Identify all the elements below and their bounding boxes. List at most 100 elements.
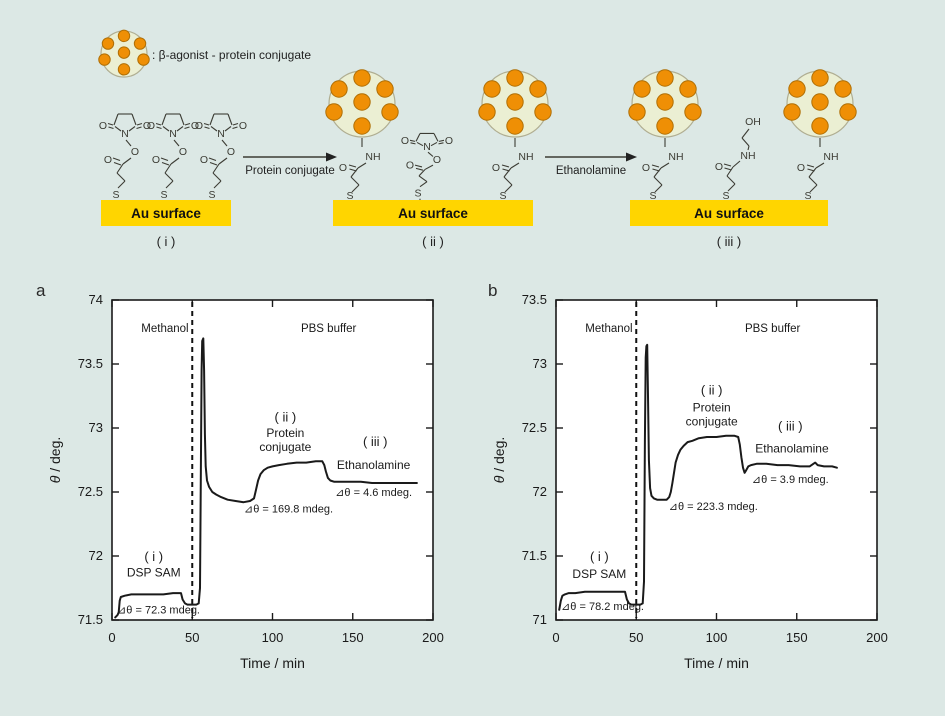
bond-line — [227, 113, 233, 126]
beta-agonist-dot — [483, 80, 501, 98]
bond-line — [806, 164, 815, 168]
o-label: O — [104, 154, 112, 166]
annotation: ( i ) — [144, 549, 163, 564]
bond-line — [122, 157, 132, 165]
o-label: O — [433, 154, 441, 166]
annotation: ( i ) — [590, 549, 609, 564]
step-label: ( ii ) — [422, 234, 444, 249]
beta-agonist-dot — [330, 80, 348, 98]
y-tick-label: 71 — [533, 612, 547, 627]
bond-line — [433, 133, 439, 142]
solvent-region-label: Methanol — [585, 323, 632, 335]
bond-line — [747, 145, 750, 151]
bond-line — [173, 139, 180, 147]
bond-line — [409, 139, 416, 142]
bond-line — [164, 163, 172, 174]
beta-agonist-dot — [506, 93, 524, 111]
o-label: O — [200, 154, 208, 166]
bond-line — [815, 162, 825, 169]
beta-agonist-dot — [633, 80, 651, 98]
au-surface-bar — [101, 200, 231, 226]
bond-line — [726, 175, 736, 185]
o-label: O — [227, 146, 235, 158]
bond-line — [416, 141, 424, 147]
o-label: O — [401, 135, 409, 147]
annotation: ( iii ) — [363, 434, 388, 449]
nh-label: NH — [668, 151, 683, 163]
bond-line — [653, 176, 663, 186]
beta-agonist-dot — [534, 103, 552, 121]
o-label: O — [195, 120, 203, 132]
y-tick-label: 71.5 — [78, 612, 103, 627]
bond-line — [350, 167, 359, 178]
bond-line — [351, 184, 360, 193]
beta-agonist-dot — [376, 80, 394, 98]
s-label: S — [499, 190, 506, 202]
bond-line — [723, 163, 732, 167]
x-tick-label: 100 — [706, 630, 728, 645]
bond-line — [741, 137, 750, 147]
beta-agonist-dot — [137, 53, 150, 66]
bond-line — [170, 157, 180, 165]
bond-line — [204, 126, 210, 130]
s-label: S — [160, 189, 167, 201]
reaction-arrow: Ethanolamine — [545, 152, 637, 177]
s-label: S — [804, 190, 811, 202]
y-tick-label: 71.5 — [522, 548, 547, 563]
beta-agonist-dot — [811, 117, 829, 135]
panel-a-label: a — [36, 281, 46, 300]
bond-line — [108, 126, 114, 130]
au-surface-label: Au surface — [398, 206, 468, 221]
bond-line — [113, 161, 122, 166]
o-label: O — [492, 162, 500, 174]
y-tick-label: 72.5 — [78, 484, 103, 499]
bond-line — [128, 126, 136, 132]
bond-line — [415, 167, 424, 171]
bond-line — [221, 139, 228, 147]
beta-agonist-dot — [811, 69, 829, 87]
y-tick-label: 74 — [89, 292, 103, 307]
annotation: DSP SAM — [127, 565, 181, 579]
o-label: O — [339, 162, 347, 174]
au-surface-bar — [630, 200, 828, 226]
bond-line — [724, 167, 732, 171]
plot-area — [555, 299, 878, 621]
legend-label: : β-agonist - protein conjugate — [152, 48, 311, 62]
x-tick-label: 200 — [866, 630, 888, 645]
arrow-label: Ethanolamine — [556, 165, 626, 177]
o-label: O — [99, 120, 107, 132]
o-label: O — [239, 120, 247, 132]
s-label: S — [414, 188, 421, 200]
bond-line — [136, 122, 143, 126]
x-axis-title: Time / min — [240, 655, 305, 671]
arrow-label: Protein conjugate — [245, 165, 335, 177]
beta-agonist-dot — [325, 103, 343, 121]
arrow-head-icon — [626, 152, 637, 162]
bond-line — [348, 164, 357, 168]
annotation: conjugate — [259, 440, 311, 454]
bond-line — [501, 164, 510, 168]
bond-line — [809, 184, 818, 193]
y-tick-label: 72 — [89, 548, 103, 563]
y-tick-label: 73.5 — [78, 356, 103, 371]
au-surface-label: Au surface — [131, 206, 201, 221]
s-label: S — [722, 190, 729, 202]
bond-line — [117, 180, 126, 189]
bond-line — [184, 122, 191, 126]
bond-line — [438, 142, 444, 145]
bond-line — [651, 164, 660, 168]
bond-line — [224, 126, 232, 132]
bond-line — [179, 113, 185, 126]
bond-line — [156, 126, 162, 130]
protein-conjugate-blob — [98, 29, 150, 78]
y-tick-label: 73 — [89, 420, 103, 435]
bond-line — [114, 126, 122, 132]
x-tick-label: 100 — [262, 630, 284, 645]
beta-agonist-dot — [628, 103, 646, 121]
chart-b: b 0 50 100 150 200 71 71.5 72 72.5 73 73.5 Methanol… — [464, 276, 904, 706]
bond-line — [208, 157, 217, 162]
bond-line — [419, 181, 428, 188]
x-axis-title: Time / min — [684, 655, 749, 671]
